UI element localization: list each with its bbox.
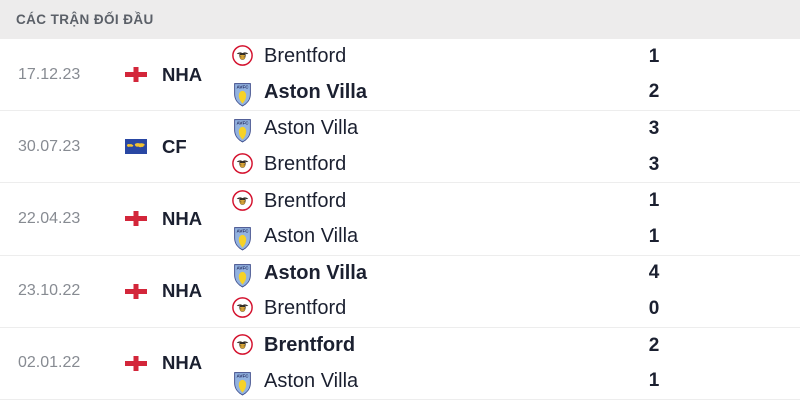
svg-text:AVFC: AVFC [236,373,249,378]
svg-text:AVFC: AVFC [236,84,249,89]
svg-text:AVFC: AVFC [236,229,249,234]
svg-text:AVFC: AVFC [236,121,249,126]
svg-text:AVFC: AVFC [236,265,249,270]
